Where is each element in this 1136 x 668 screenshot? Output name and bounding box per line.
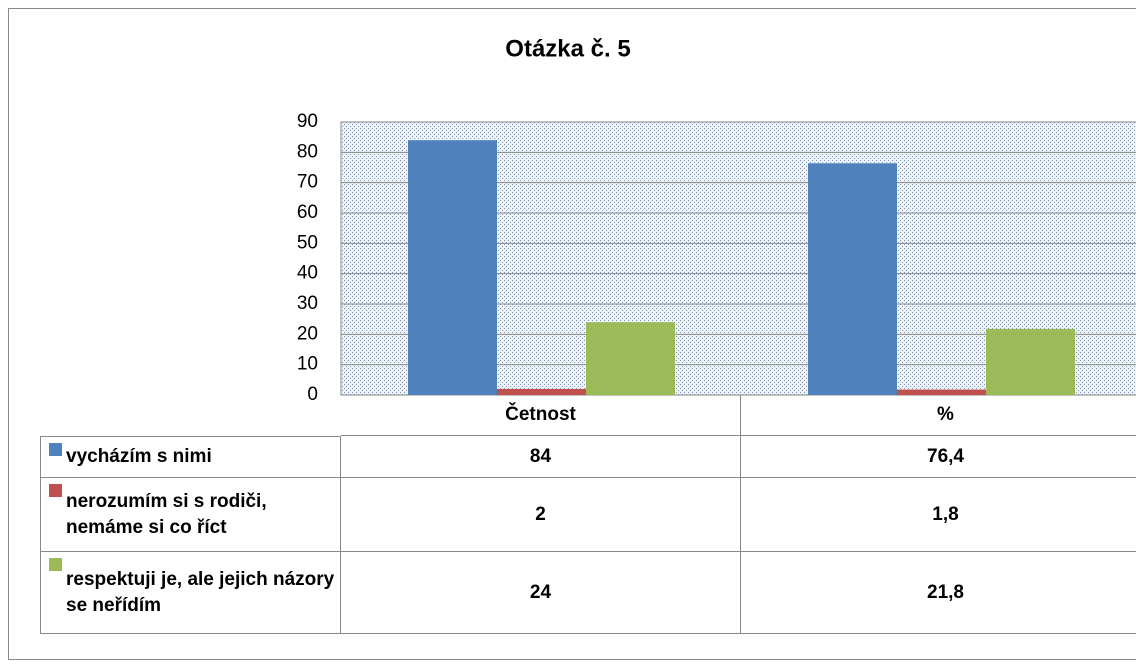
legend-entry: nerozumím si s rodiči, nemáme si co říct (40, 478, 341, 552)
y-tick-label: 10 (297, 354, 318, 375)
chart-frame (8, 8, 1136, 660)
bar (986, 328, 1075, 395)
value-label: 84 (341, 436, 741, 478)
value-label-text: 2 (535, 503, 546, 525)
value-label-text: 24 (529, 581, 552, 603)
legend-swatch (49, 484, 62, 497)
y-tick-label: 70 (297, 172, 318, 193)
x-tick-label-text: % (937, 404, 954, 425)
legend-label: vycházím s nimi (66, 446, 212, 467)
legend-swatch (49, 558, 62, 571)
value-label-text: 76,4 (927, 445, 964, 467)
x-tick-label-text: Četnost (505, 404, 576, 425)
value-label-text: 84 (529, 445, 552, 467)
value-label: 76,4 (741, 436, 1136, 478)
bar (808, 163, 897, 395)
bar (586, 322, 675, 395)
value-label-text: 21,8 (927, 581, 964, 603)
x-tick-label: % (741, 395, 1136, 436)
bar (897, 389, 986, 395)
value-label: 1,8 (741, 478, 1136, 552)
legend-label: nerozumím si s rodiči, nemáme si co říct (66, 490, 267, 538)
y-tick-label: 80 (297, 141, 318, 162)
y-tick-label: 0 (307, 384, 318, 405)
y-tick-label: 20 (297, 323, 318, 344)
x-tick-label: Četnost (341, 395, 741, 436)
legend-entry: respektuji je, ale jejich názory se neří… (40, 552, 341, 634)
value-label: 24 (341, 552, 741, 634)
value-label-text: 1,8 (932, 503, 959, 525)
y-tick-label: 40 (297, 263, 318, 284)
y-tick-label: 60 (297, 202, 318, 223)
value-label: 21,8 (741, 552, 1136, 634)
value-label: 2 (341, 478, 741, 552)
legend-swatch (49, 443, 62, 456)
y-tick-label: 30 (297, 293, 318, 314)
legend-entry: vycházím s nimi (40, 436, 341, 478)
bar (497, 388, 586, 395)
bar (408, 140, 497, 395)
chart-title: Otázka č. 5 (505, 35, 630, 62)
legend-label: respektuji je, ale jejich názory se neří… (66, 568, 335, 616)
y-tick-label: 50 (297, 232, 318, 253)
y-tick-label: 90 (297, 111, 318, 132)
